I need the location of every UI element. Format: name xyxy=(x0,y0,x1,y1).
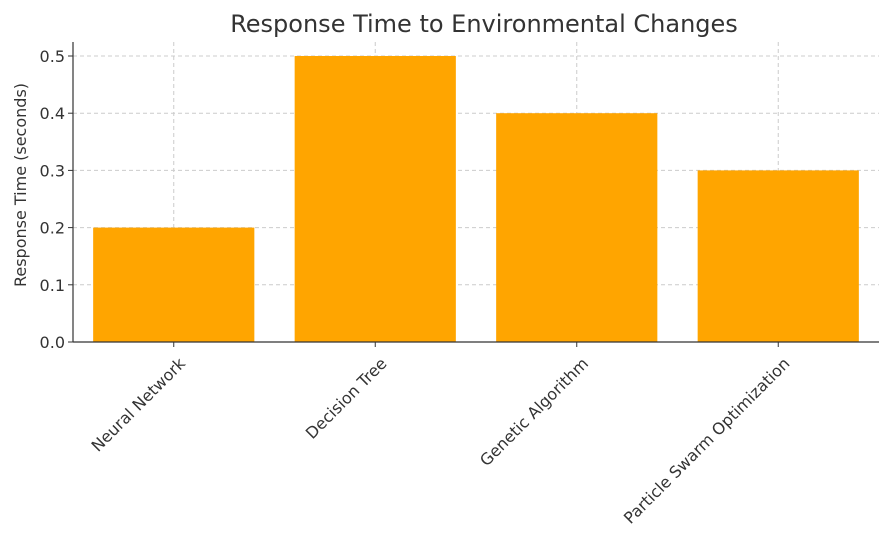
y-tick-label: 0.5 xyxy=(40,47,65,66)
x-tick-label: Decision Tree xyxy=(302,354,391,443)
y-axis-label: Response Time (seconds) xyxy=(11,83,30,287)
y-tick-label: 0.0 xyxy=(40,333,65,352)
bar xyxy=(697,170,859,342)
x-tick-label: Neural Network xyxy=(87,353,189,455)
bars xyxy=(93,56,859,342)
x-tick-labels: Neural Network Decision Tree Genetic Algor… xyxy=(87,353,793,527)
y-tick-labels: 0.0 0.1 0.2 0.3 0.4 0.5 xyxy=(40,47,65,352)
bar xyxy=(93,227,255,342)
x-tick-label: Genetic Algorithm xyxy=(476,354,592,470)
x-tick-label: Particle Swarm Optimization xyxy=(620,354,794,528)
y-tick-label: 0.2 xyxy=(40,219,65,238)
y-tick-label: 0.1 xyxy=(40,276,65,295)
axes xyxy=(68,42,879,347)
bar xyxy=(294,56,456,342)
chart-title: Response Time to Environmental Changes xyxy=(230,10,738,38)
y-tick-label: 0.3 xyxy=(40,161,65,180)
bar xyxy=(496,113,658,342)
y-tick-label: 0.4 xyxy=(40,104,65,123)
